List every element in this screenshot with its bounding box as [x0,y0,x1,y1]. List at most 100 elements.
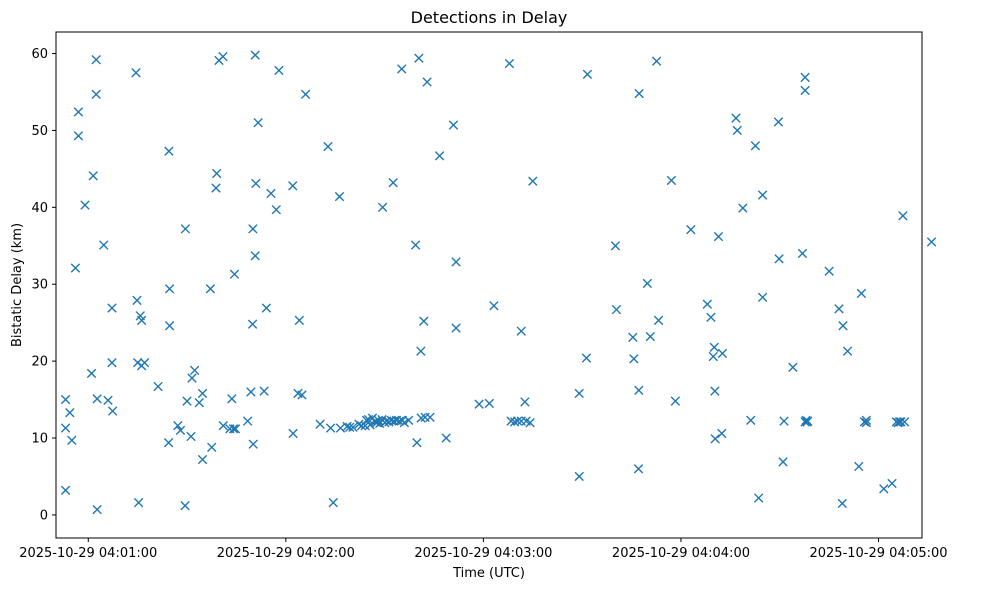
data-point [879,484,889,494]
data-point [250,251,260,261]
data-point [323,141,333,152]
data-point [419,316,429,326]
data-point [887,478,897,489]
data-point [706,312,716,322]
data-point [103,395,113,406]
data-point [425,412,435,422]
data-point [753,493,764,503]
data-point [451,257,461,267]
data-point [164,146,174,156]
data-point [451,323,461,333]
y-tick-label: 20 [31,355,48,370]
data-point [757,190,768,200]
data-point [708,351,718,362]
x-tick-label: 2025-10-29 04:02:00 [217,546,355,561]
x-axis-label: Time (UTC) [452,566,525,581]
data-point [246,387,256,397]
data-point [187,373,197,383]
data-point [328,497,338,508]
data-point [634,88,644,99]
data-point [88,171,98,181]
data-point [397,64,407,74]
data-point [294,315,305,326]
x-tick-label: 2025-10-29 04:04:00 [612,546,750,561]
data-point [60,423,71,433]
data-point [516,326,526,336]
data-point [266,188,276,199]
data-point [926,237,937,247]
data-point [230,424,241,434]
data-point [131,68,141,78]
data-point [410,240,421,250]
data-point [717,348,728,359]
data-point [180,224,191,234]
data-point [348,422,358,432]
y-tick-label: 50 [31,124,48,139]
data-point [259,386,269,396]
chart-title: Detections in Delay [411,8,568,27]
data-point [824,266,834,276]
data-point [774,254,784,264]
data-point [377,202,388,213]
data-point [73,131,84,141]
data-point [713,231,724,242]
data-point [70,263,81,273]
data-point [628,332,638,342]
data-point [153,381,163,392]
data-point [773,117,784,127]
data-point [702,299,713,309]
data-point [582,69,593,79]
data-point [416,346,426,356]
data-point [779,416,789,426]
data-point [218,421,228,431]
data-point [642,278,653,289]
data-point [139,357,150,368]
data-point [248,439,258,449]
data-point [899,417,910,427]
data-point [211,168,222,179]
y-tick-label: 30 [31,278,48,293]
data-point [250,50,260,60]
data-point [861,417,872,428]
y-tick-label: 10 [31,432,48,447]
data-point [180,501,190,511]
data-point [633,464,644,474]
data-points [60,50,937,515]
data-point [133,497,144,508]
data-point [629,354,639,364]
data-point [856,288,867,299]
data-point [253,118,263,128]
data-point [80,200,90,210]
data-point [448,120,459,130]
data-point [73,107,84,117]
data-point [205,284,216,294]
y-tick-label: 40 [31,201,48,216]
data-point [512,416,523,426]
data-point [710,386,720,396]
data-point [99,240,109,250]
data-point [247,319,258,329]
data-point [175,425,186,436]
x-tick-label: 2025-10-29 04:01:00 [19,546,157,561]
data-point [288,428,298,439]
data-point [92,504,102,515]
data-point [173,421,183,431]
x-tick-label: 2025-10-29 04:05:00 [809,546,947,561]
data-point [581,353,592,363]
data-point [634,385,644,396]
data-point [67,435,77,446]
data-point [757,292,768,302]
data-point [261,303,272,313]
data-point [403,415,414,426]
data-point [504,58,515,69]
data-point [489,301,499,311]
data-point [797,248,808,259]
data-point [92,394,102,404]
data-point [414,53,424,63]
y-tick-label: 60 [31,47,48,62]
data-point [136,315,147,326]
data-point [666,175,677,186]
data-point [842,346,853,356]
